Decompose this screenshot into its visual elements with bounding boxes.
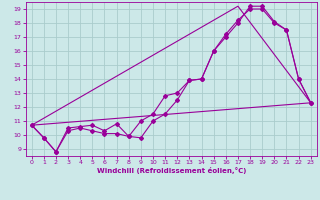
X-axis label: Windchill (Refroidissement éolien,°C): Windchill (Refroidissement éolien,°C)	[97, 167, 246, 174]
